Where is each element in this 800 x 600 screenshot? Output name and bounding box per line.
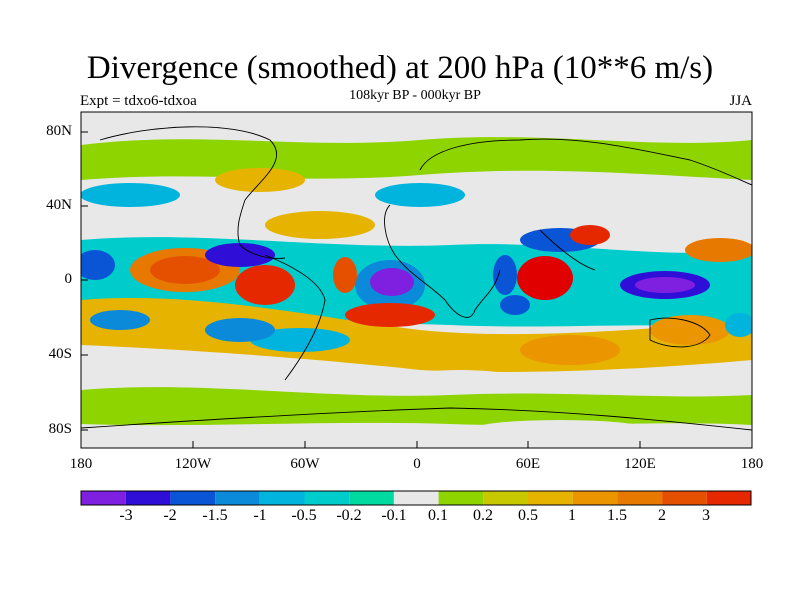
blob-atlantic-neg [370, 268, 414, 296]
axis-ticks [81, 131, 641, 448]
colorbar-swatch [81, 491, 126, 505]
colorbar-label: -3 [119, 507, 133, 524]
map-title: Divergence (smoothed) at 200 hPa (10**6 … [86, 50, 714, 86]
colorbar-label: 3 [702, 507, 710, 524]
colorbar-swatch [304, 491, 350, 505]
ytick-80s: 80S [48, 421, 72, 437]
colorbar-swatch [438, 491, 484, 505]
xtick-180w: 180 [69, 456, 93, 472]
colorbar-label: 1 [568, 507, 576, 524]
colorbar-swatch [528, 491, 573, 505]
colorbar-swatch [170, 491, 216, 505]
blob-south-atlantic-pos [345, 303, 435, 327]
ytick-40n: 40N [46, 197, 72, 213]
colorbar-label: -1.5 [202, 507, 228, 524]
colorbar-label: -0.5 [291, 507, 317, 524]
divergence-field [81, 112, 752, 448]
experiment-label: Expt = tdxo6-tdxoa [80, 93, 197, 109]
colorbar-label: 0.2 [473, 507, 493, 524]
ytick-0: 0 [64, 271, 73, 287]
colorbar-swatch [349, 491, 394, 505]
ytick-80n: 80N [46, 123, 72, 139]
blob-dateline-neg [81, 250, 115, 280]
colorbar-label: 2 [658, 507, 666, 524]
colorbar-swatch [662, 491, 707, 505]
colorbar-label: -1 [253, 507, 267, 524]
colorbar-swatch [617, 491, 663, 505]
blob-central-america-neg [205, 243, 275, 267]
high-lat-band-north [81, 137, 752, 180]
colorbar-swatch [483, 491, 528, 505]
ytick-40s: 40S [48, 346, 72, 362]
colorbar-label: 0.5 [518, 507, 538, 524]
colorbar [80, 490, 752, 506]
colorbar-label: -0.2 [336, 507, 362, 524]
colorbar-swatch [572, 491, 618, 505]
xtick-120w: 120W [174, 456, 212, 472]
high-lat-band-south [81, 387, 752, 426]
xtick-180e: 180 [740, 456, 764, 472]
coastlines [81, 126, 752, 431]
colorbar-label: 1.5 [607, 507, 627, 524]
xtick-120e: 120E [624, 456, 656, 472]
colorbar-swatch [215, 491, 260, 505]
colorbar-label: 0.1 [428, 507, 448, 524]
colorbar-swatch [706, 491, 751, 505]
blob-indian-pos [517, 256, 573, 300]
colorbar-swatch [259, 491, 305, 505]
blob-south-america-pos [235, 265, 295, 305]
colorbar-label: -0.1 [381, 507, 407, 524]
colorbar-swatch [125, 491, 171, 505]
xtick-60w: 60W [290, 456, 320, 472]
map-subtitle: 108kyr BP - 000kyr BP [349, 88, 481, 103]
colorbar-label: -2 [163, 507, 177, 524]
xtick-60e: 60E [515, 456, 541, 472]
colorbar-swatch [393, 491, 439, 505]
xtick-0: 0 [413, 456, 421, 472]
season-label: JJA [729, 93, 752, 109]
